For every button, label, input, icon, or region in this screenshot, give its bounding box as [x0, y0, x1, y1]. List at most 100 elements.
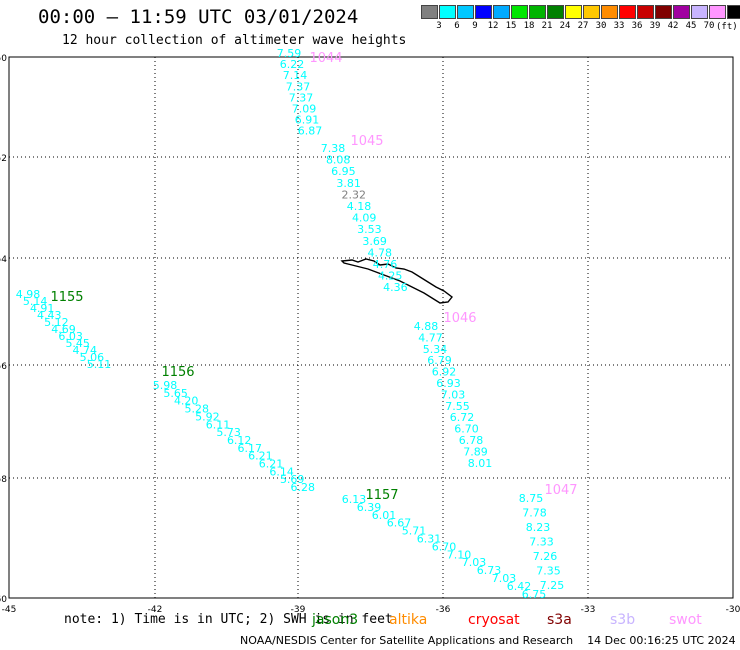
swh-value-label: 6.17	[238, 442, 263, 455]
swh-value-label: 5.71	[402, 525, 427, 538]
legend-label: 33	[613, 21, 625, 31]
swh-value-label: 6.67	[387, 517, 412, 530]
swh-value-label: 5.73	[216, 426, 241, 439]
map-grid	[8, 56, 734, 599]
swh-value-label: 4.43	[37, 309, 62, 322]
legend-label: 45	[685, 21, 697, 31]
swh-value-label: 4.77	[418, 331, 443, 344]
swh-value-label: 4.78	[368, 246, 393, 259]
track-id-label: 1157	[365, 488, 398, 503]
lon-tick-label: -39	[291, 605, 306, 615]
lat-tick-label: -50	[0, 54, 7, 64]
swh-value-label: 7.38	[321, 142, 346, 155]
legend-label: 18	[523, 21, 535, 31]
swh-value-label: 3.81	[336, 177, 361, 190]
swh-value-label: 5.65	[163, 387, 188, 400]
swh-value-label: 6.31	[417, 533, 442, 546]
swh-value-label: 6.79	[427, 354, 452, 367]
swh-value-label: 7.89	[463, 445, 488, 458]
swh-value-label: 4.76	[373, 258, 398, 271]
swh-value-label: 6.13	[342, 493, 367, 506]
swh-value-label: 6.14	[269, 465, 294, 478]
swh-value-label: 6.42	[507, 580, 532, 593]
track-id-label: 1046	[443, 311, 476, 326]
swh-value-label: 7.78	[522, 507, 547, 520]
legend-label: 21	[541, 21, 553, 31]
legend-swatch	[493, 5, 510, 19]
lon-tick-label: -36	[436, 605, 451, 615]
swh-value-label: 7.59	[277, 47, 302, 60]
satellite-name: cryosat	[468, 612, 520, 628]
lat-tick-label: -58	[0, 475, 7, 485]
credit-line: NOAA/NESDIS Center for Satellite Applica…	[240, 634, 736, 647]
lat-tick-label: -56	[0, 362, 7, 372]
map-title: 00:00 – 11:59 UTC 03/01/2024	[38, 6, 359, 28]
swh-value-label: 6.12	[227, 434, 252, 447]
legend-label: 36	[631, 21, 643, 31]
satellite-name: jason3	[312, 612, 359, 628]
legend-swatch	[421, 5, 438, 19]
legend-label: 9	[472, 21, 478, 31]
legend-swatch	[547, 5, 564, 19]
legend-label: 15	[505, 21, 517, 31]
swh-value-label: 7.25	[540, 579, 565, 592]
swh-value-label: 3.53	[357, 223, 382, 236]
swh-value-label: 3.69	[362, 235, 387, 248]
swh-value-label: 5.92	[195, 410, 220, 423]
swh-value-label: 5.45	[65, 337, 90, 350]
legend-swatches	[421, 5, 740, 19]
swh-value-label: 7.03	[441, 388, 466, 401]
lon-tick-label: -33	[581, 605, 596, 615]
legend-label: 3	[436, 21, 442, 31]
track-id-label: 1156	[161, 365, 194, 380]
swh-value-label: 7.37	[286, 80, 311, 93]
swh-value-label: 6.01	[372, 509, 397, 522]
legend-label: 42	[667, 21, 679, 31]
lat-tick-label: -54	[0, 255, 7, 265]
track-id-label: 1047	[544, 483, 577, 498]
swh-value-label: 5.12	[44, 316, 69, 329]
swh-value-label: 5.06	[80, 351, 105, 364]
swh-value-label: 6.91	[295, 114, 320, 127]
swh-value-label: 7.35	[536, 565, 561, 578]
swh-value-label: 4.20	[174, 395, 199, 408]
legend-swatch	[619, 5, 636, 19]
track-id-label: 1155	[50, 290, 83, 305]
legend-label: 12	[487, 21, 499, 31]
swh-value-label: 7.09	[292, 103, 317, 116]
legend-labels: 3 6 9 12 15 18 21 24 27 30 33 36 39 42 45 70	[421, 21, 740, 31]
swh-value-label: 6.70	[432, 540, 457, 553]
satellite-name: swot	[669, 612, 702, 628]
swh-value-label: 7.14	[283, 69, 308, 82]
swh-value-label: 4.88	[414, 320, 439, 333]
legend-swatch	[457, 5, 474, 19]
lon-tick-label: -30	[726, 605, 740, 615]
swh-value-label: 2.32	[342, 188, 367, 201]
swh-value-label: 7.55	[445, 400, 470, 413]
legend-unit: (ft)	[716, 22, 738, 32]
axis-ticks: -50 -52 -54 -56 -58 -60-45 -42 -39 -36 -33 -30	[0, 54, 740, 615]
track-id-label: 1044	[309, 51, 342, 66]
legend-swatch	[511, 5, 528, 19]
legend-swatch	[727, 5, 740, 19]
legend-label: 39	[649, 21, 661, 31]
legend-label: 24	[559, 21, 571, 31]
lat-tick-label: -52	[0, 154, 7, 164]
swh-value-label: 6.39	[357, 501, 382, 514]
legend-swatch	[583, 5, 600, 19]
legend-swatch	[439, 5, 456, 19]
lat-tick-label: -60	[0, 595, 7, 605]
swh-value-label: 7.26	[533, 550, 558, 563]
swh-value-label: 4.98	[16, 288, 41, 301]
swh-value-label: 6.11	[206, 418, 231, 431]
swh-value-label: 5.11	[87, 358, 112, 371]
legend-swatch	[673, 5, 690, 19]
map-subtitle: 12 hour collection of altimeter wave hei…	[62, 33, 407, 48]
swh-value-label: 7.33	[529, 536, 554, 549]
swh-value-label: 6.21	[248, 450, 273, 463]
swh-value-label: 8.75	[519, 492, 544, 505]
legend-swatch	[529, 5, 546, 19]
swh-value-label: 4.74	[73, 344, 98, 357]
swh-value-label: 5.34	[423, 343, 448, 356]
